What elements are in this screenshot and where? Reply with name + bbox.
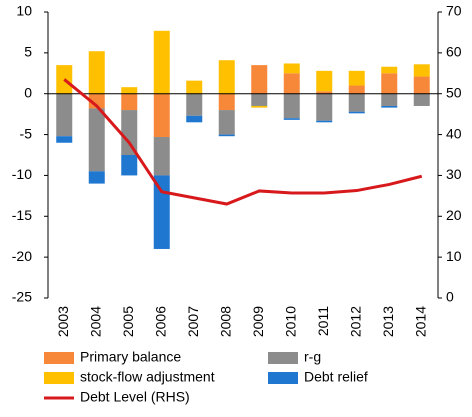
bar <box>186 80 203 94</box>
x-tick-label: 2003 <box>55 306 71 337</box>
bar <box>316 120 333 123</box>
y2-tick-label: 0 <box>446 289 454 305</box>
x-tick-label: 2011 <box>315 306 331 336</box>
y-tick-label: 5 <box>24 44 32 60</box>
legend-swatch <box>268 352 298 364</box>
y-tick-label: -10 <box>12 166 32 182</box>
bar <box>88 108 105 172</box>
x-tick-label: 2009 <box>250 306 266 337</box>
bar <box>316 93 333 121</box>
bar <box>153 30 170 94</box>
legend-swatch <box>268 372 298 384</box>
bar <box>121 87 138 94</box>
legend-label: Debt relief <box>304 369 368 385</box>
bar <box>348 111 365 114</box>
bar <box>218 93 235 111</box>
y2-tick-label: 10 <box>446 248 462 264</box>
legend-label: r-g <box>304 349 321 365</box>
y2-tick-label: 70 <box>446 3 462 19</box>
bar <box>251 65 268 94</box>
x-tick-label: 2008 <box>217 306 233 337</box>
x-tick-label: 2006 <box>152 306 168 337</box>
y-tick-label: 10 <box>16 3 32 19</box>
legend-swatch <box>44 352 74 364</box>
bar <box>348 70 365 86</box>
bar <box>121 110 138 155</box>
y2-tick-label: 40 <box>446 125 462 141</box>
bar <box>251 93 268 106</box>
y-tick-label: -25 <box>12 289 32 305</box>
bar <box>121 93 138 111</box>
bar <box>381 66 398 74</box>
bar <box>381 73 398 94</box>
y2-tick-label: 60 <box>446 44 462 60</box>
bar <box>56 93 73 137</box>
bar <box>88 171 105 184</box>
x-tick-label: 2010 <box>282 306 298 337</box>
legend-label: stock-flow adjustment <box>80 369 215 385</box>
bar <box>348 93 365 112</box>
bar <box>153 93 170 138</box>
bar <box>88 93 105 109</box>
bar <box>413 76 430 94</box>
bar <box>153 175 170 249</box>
y2-tick-label: 20 <box>446 207 462 223</box>
bar <box>218 134 235 137</box>
y-tick-label: -20 <box>12 248 32 264</box>
x-tick-label: 2014 <box>412 306 428 337</box>
bar <box>88 51 105 94</box>
bar <box>413 93 430 106</box>
y2-tick-label: 30 <box>446 166 462 182</box>
bar <box>186 93 203 116</box>
bar <box>348 85 365 94</box>
bar <box>153 137 170 176</box>
x-tick-label: 2004 <box>87 306 103 337</box>
y-tick-label: -15 <box>12 207 32 223</box>
bar <box>56 136 73 143</box>
y-tick-label: -5 <box>20 125 33 141</box>
bar <box>121 155 138 176</box>
bar <box>316 91 333 94</box>
bar <box>186 115 203 123</box>
y-tick-label: 0 <box>24 84 32 100</box>
x-tick-label: 2005 <box>120 306 136 337</box>
bar <box>218 60 235 94</box>
bar <box>381 105 398 108</box>
line <box>63 78 423 206</box>
legend-label: Debt Level (RHS) <box>80 389 190 405</box>
y2-tick-label: 50 <box>446 84 462 100</box>
x-tick-label: 2012 <box>347 306 363 337</box>
bar <box>316 70 333 92</box>
bar <box>218 110 235 135</box>
legend-label: Primary balance <box>80 349 181 365</box>
bar <box>283 73 300 94</box>
x-tick-label: 2013 <box>380 306 396 337</box>
bar <box>413 64 430 77</box>
x-tick-label: 2007 <box>185 306 201 337</box>
legend-swatch <box>44 372 74 384</box>
bar <box>283 63 300 74</box>
bar <box>251 105 268 108</box>
bar <box>283 93 300 119</box>
bar <box>381 93 398 106</box>
bar <box>283 118 300 120</box>
